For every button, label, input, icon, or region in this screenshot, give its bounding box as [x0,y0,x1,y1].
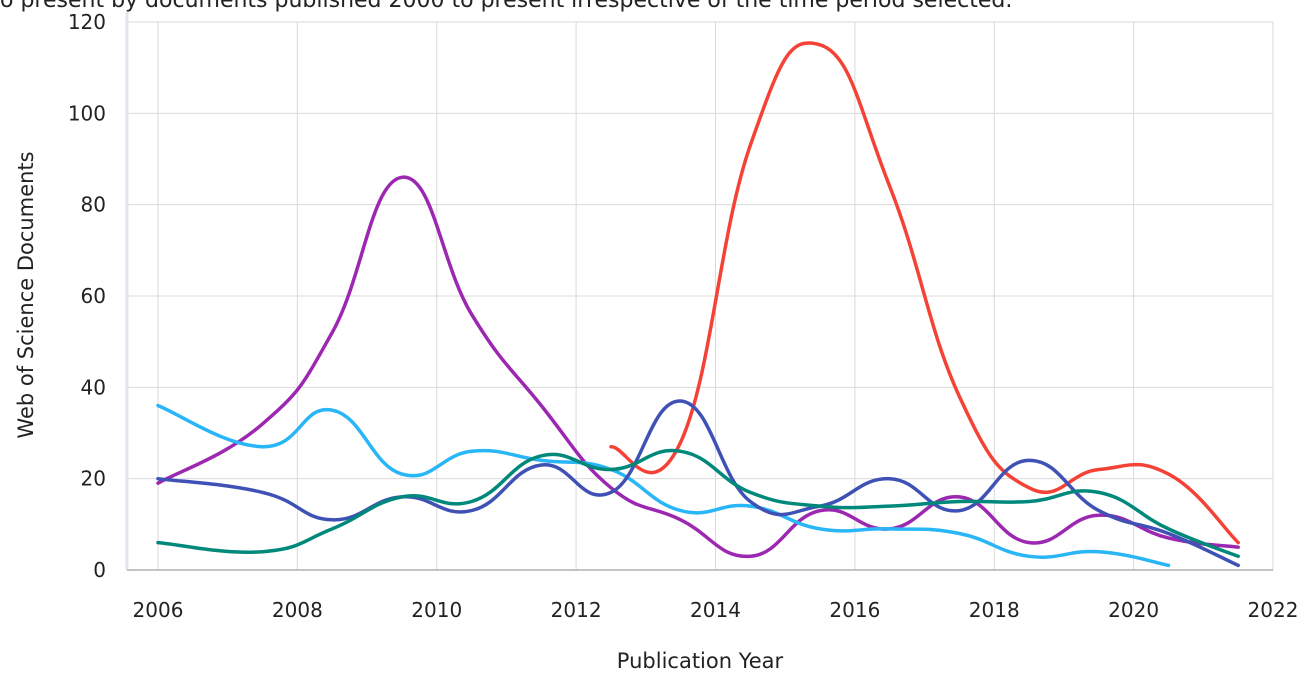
x-tick-label: 2016 [829,598,880,622]
x-tick-label: 2020 [1108,598,1159,622]
tick-labels: 0 20 40 60 80 100 120 2006 2008 2010 2012 2014 2016 2… [68,10,1299,622]
y-tick-label: 120 [68,10,106,34]
x-tick-label: 2010 [411,598,462,622]
series-line-1 [609,41,1240,545]
y-tick-label: 20 [81,467,106,491]
x-tick-label: 2022 [1248,598,1299,622]
x-axis-label: Publication Year [617,649,784,673]
y-tick-label: 60 [81,284,106,308]
x-tick-label: 2012 [551,598,602,622]
figure-caption: o present by documents published 2000 to… [0,0,1013,13]
series-lines [156,41,1240,568]
gridlines [127,21,1274,570]
series-line-4 [156,399,1240,568]
y-tick-label: 40 [81,375,106,399]
x-tick-label: 2008 [272,598,323,622]
x-tick-label: 2018 [969,598,1020,622]
x-tick-label: 2014 [690,598,741,622]
axes [125,12,1273,571]
y-tick-label: 100 [68,101,106,125]
series-line-5 [156,448,1240,559]
y-tick-label: 0 [93,558,106,582]
series-line-3 [156,403,1171,568]
y-tick-label: 80 [81,193,106,217]
x-tick-label: 2006 [133,598,184,622]
y-axis-label: Web of Science Documents [14,151,38,438]
series-line-2 [156,175,1240,559]
